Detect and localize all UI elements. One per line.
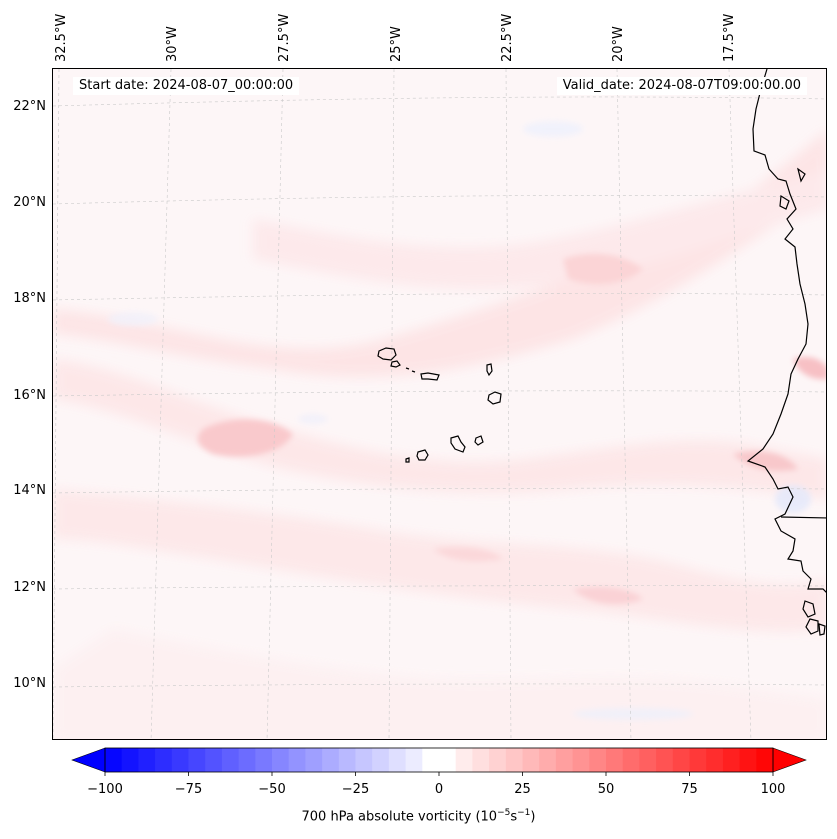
lat-label-10n: 10°N xyxy=(2,676,46,691)
colorbar-cell xyxy=(506,748,523,772)
lon-label-17-5w: 17.5°W xyxy=(722,14,737,62)
colorbar-cell xyxy=(356,748,373,772)
lat-label-20n: 20°N xyxy=(2,195,46,210)
colorbar-cell xyxy=(305,748,322,772)
lat-label-12n: 12°N xyxy=(2,580,46,595)
colorbar-cell xyxy=(489,748,506,772)
colorbar-cell xyxy=(255,748,272,772)
colorbar-cell xyxy=(706,748,723,772)
colorbar-tick-label: −100 xyxy=(87,782,123,797)
lat-label-18n: 18°N xyxy=(2,291,46,306)
colorbar-cell xyxy=(205,748,222,772)
colorbar-tick-label: 0 xyxy=(435,782,443,797)
colorbar-cell xyxy=(606,748,623,772)
colorbar-cell xyxy=(456,748,473,772)
colorbar-max-extension xyxy=(773,748,806,772)
colorbar-cell xyxy=(623,748,640,772)
colorbar-tick-label: 100 xyxy=(761,782,786,797)
lon-label-30w: 30°W xyxy=(165,26,180,62)
colorbar-cell xyxy=(639,748,656,772)
colorbar-cell xyxy=(222,748,239,772)
lat-label-14n: 14°N xyxy=(2,483,46,498)
colorbar-cell xyxy=(539,748,556,772)
colorbar-label: 700 hPa absolute vorticity (10−5s−1) xyxy=(0,808,837,824)
colorbar-cell xyxy=(422,748,439,772)
colorbar-cell xyxy=(172,748,189,772)
colorbar-cell xyxy=(289,748,306,772)
lat-label-22n: 22°N xyxy=(2,99,46,114)
colorbar-tick-label: −75 xyxy=(175,782,202,797)
colorbar-cell xyxy=(272,748,289,772)
colorbar-cell xyxy=(155,748,172,772)
lon-label-27-5w: 27.5°W xyxy=(277,14,292,62)
colorbar-cell xyxy=(690,748,707,772)
colorbar-cell xyxy=(189,748,206,772)
map-panel[interactable] xyxy=(52,68,827,740)
colorbar-cell xyxy=(105,748,122,772)
vorticity-field xyxy=(53,69,827,740)
colorbar-cell xyxy=(756,748,773,772)
colorbar-tick-label: −25 xyxy=(342,782,369,797)
colorbar-cell xyxy=(523,748,540,772)
colorbar xyxy=(0,740,837,780)
colorbar-cell xyxy=(122,748,139,772)
colorbar-cell xyxy=(406,748,423,772)
lon-label-20w: 20°W xyxy=(611,26,626,62)
colorbar-cell xyxy=(138,748,155,772)
colorbar-cell xyxy=(589,748,606,772)
colorbar-cell xyxy=(740,748,757,772)
lat-label-16n: 16°N xyxy=(2,388,46,403)
colorbar-min-extension xyxy=(72,748,105,772)
valid-date-label: Valid_date: 2024-08-07T09:00:00.00 xyxy=(557,77,807,95)
colorbar-cell xyxy=(372,748,389,772)
lon-label-25w: 25°W xyxy=(389,26,404,62)
start-date-label: Start date: 2024-08-07_00:00:00 xyxy=(73,77,299,95)
colorbar-tick-label: 75 xyxy=(681,782,698,797)
colorbar-cell xyxy=(389,748,406,772)
colorbar-cell xyxy=(239,748,256,772)
colorbar-cell xyxy=(656,748,673,772)
colorbar-cell xyxy=(439,748,456,772)
colorbar-cell xyxy=(723,748,740,772)
lon-label-22-5w: 22.5°W xyxy=(500,14,515,62)
colorbar-cell xyxy=(573,748,590,772)
colorbar-tick-label: 25 xyxy=(514,782,531,797)
colorbar-cell xyxy=(339,748,356,772)
lon-label-32-5w: 32.5°W xyxy=(54,14,69,62)
colorbar-cell xyxy=(673,748,690,772)
colorbar-cell xyxy=(322,748,339,772)
colorbar-tick-label: 50 xyxy=(598,782,615,797)
colorbar-tick-label: −50 xyxy=(258,782,285,797)
colorbar-cell xyxy=(556,748,573,772)
colorbar-cell xyxy=(472,748,489,772)
